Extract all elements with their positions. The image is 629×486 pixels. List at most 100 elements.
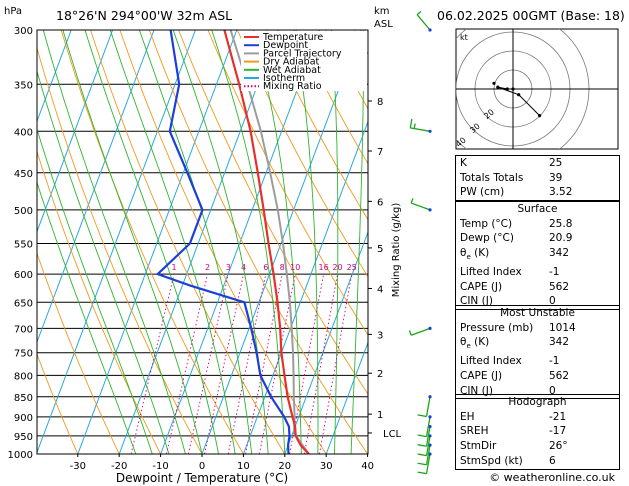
mu-lifted-index: Lifted Index -1 <box>460 355 560 368</box>
mu-pressure: Pressure (mb) 1014 <box>460 321 576 334</box>
wind-barb <box>408 326 432 336</box>
legend-label: Dry Adiabat <box>263 57 320 68</box>
hodograph-title: Hodograph <box>508 396 567 408</box>
barb-staff <box>425 453 431 474</box>
pressure-tick-label: 900 <box>14 413 33 424</box>
barb-staff <box>425 435 431 456</box>
wet-adiabat <box>37 127 153 454</box>
grid-layer: 1 2 3 4 6 8 10 16 20 25 <box>37 30 368 454</box>
mixing-ratio-label: 25 <box>347 263 357 272</box>
legend-item: Parcel Trajectory <box>244 48 342 59</box>
pressure-tick-label: 850 <box>14 393 33 404</box>
axes-layer: 3003504004505005506006507007508008509009… <box>8 26 402 472</box>
pressure-unit-label: hPa <box>4 6 22 17</box>
indices-table: K 25 Totals Totals 39 PW (cm) 3.52 <box>455 155 620 202</box>
hodograph-point <box>538 114 542 118</box>
pressure-tick-label: 550 <box>14 239 33 250</box>
index-row-totals: Totals Totals 39 <box>460 171 563 184</box>
barb-half-flag <box>410 198 414 204</box>
legend-item: Wet Adiabat <box>244 65 321 76</box>
surface-lifted-index: Lifted Index -1 <box>460 265 560 278</box>
mixing-ratio-label: 8 <box>280 263 285 272</box>
temperature-line <box>223 30 310 454</box>
legend-item: Dry Adiabat <box>244 57 320 68</box>
isotherm-line <box>37 30 72 123</box>
wet-adiabat <box>138 30 253 454</box>
barb-flag <box>417 414 427 418</box>
surface-cape: CAPE (J) 562 <box>460 280 570 293</box>
pressure-tick-label: 350 <box>14 80 33 91</box>
legend-label: Mixing Ratio <box>263 81 322 92</box>
wind-barb <box>417 415 432 438</box>
hodo-eh: EH -21 <box>460 410 567 423</box>
dry-adiabat <box>295 30 368 165</box>
wet-adiabat <box>37 180 137 454</box>
barb-staff <box>425 444 431 465</box>
barb-staff <box>416 14 431 31</box>
dry-adiabat <box>266 30 368 221</box>
hodo-stmspd: StmSpd (kt) 6 <box>460 454 556 467</box>
hodograph-unit-label: kt <box>460 33 468 42</box>
dry-adiabat <box>178 30 368 395</box>
wet-adiabat <box>37 69 170 454</box>
surface-dewp: Dewp (°C) 20.9 <box>460 232 573 245</box>
wet-adiabat <box>42 30 186 454</box>
pressure-tick-label: 600 <box>14 270 33 281</box>
pressure-tick-label: 500 <box>14 206 33 217</box>
mixing-ratio-axis-title: Mixing Ratio (g/kg) <box>391 203 402 298</box>
surface-theta-e: θe (K) 342 <box>460 247 570 262</box>
hodo-stmdir: StmDir 26° <box>460 440 568 453</box>
barb-half-flag <box>408 330 412 336</box>
profile-layer <box>156 30 310 454</box>
hodograph-point <box>517 93 521 97</box>
barb-staff <box>410 202 431 211</box>
barb-base-dot <box>428 424 432 429</box>
barb-staff <box>425 416 431 437</box>
pressure-tick-label: 650 <box>14 298 33 309</box>
dry-adiabat <box>236 30 368 278</box>
mixing-ratio-line <box>289 274 325 454</box>
dry-adiabat <box>37 46 203 454</box>
legend-label: Isotherm <box>263 73 305 84</box>
km-unit-label: km <box>374 6 390 17</box>
km-tick-label: 5 <box>377 244 383 255</box>
barb-base-dot <box>428 443 432 447</box>
mu-cin: CIN (J) 0 <box>460 384 556 397</box>
wet-adiabat <box>350 30 365 454</box>
mixing-ratio-label: 1 <box>171 263 176 272</box>
wind-barb <box>417 395 432 418</box>
mixing-ratio-line <box>166 274 208 454</box>
mixing-ratio-line <box>204 274 244 454</box>
legend-item: Temperature <box>244 32 323 43</box>
legend-label: Parcel Trajectory <box>263 48 342 59</box>
legend-label: Wet Adiabat <box>263 65 321 76</box>
copyright-footer[interactable]: © weatheronline.co.uk <box>489 471 615 484</box>
wind-barb <box>409 118 432 133</box>
wind-barb <box>417 424 432 447</box>
wind-barb <box>417 452 432 475</box>
barb-half-flag <box>416 10 422 16</box>
mixing-ratio-label: 4 <box>241 263 246 272</box>
surface-table: Surface Temp (°C) 25.8 Dewp (°C) 20.9 θe (… <box>455 201 620 311</box>
km-tick-label: 8 <box>377 97 383 108</box>
dry-adiabat <box>60 30 244 454</box>
barb-base-dot <box>428 434 432 438</box>
legend-item: Mixing Ratio <box>244 81 322 92</box>
wind-barb <box>417 434 432 457</box>
dry-adiabat <box>148 30 368 454</box>
wet-adiabat <box>330 30 339 454</box>
barb-staff <box>410 127 431 132</box>
isotherm-line <box>284 230 368 454</box>
pressure-tick-label: 950 <box>14 432 33 443</box>
x-tick-label: 0 <box>199 461 205 472</box>
legend-item: Dewpoint <box>244 40 308 51</box>
barb-flag <box>417 453 427 457</box>
most-unstable-table: Most Unstable Pressure (mb) 1014 θe (K) 34… <box>455 305 620 400</box>
isotherm-line <box>37 30 196 454</box>
hodo-sreh: SREH -17 <box>460 425 567 438</box>
barb-base-dot <box>428 28 432 32</box>
x-tick-label: 30 <box>320 461 333 472</box>
dry-adiabat <box>37 150 162 454</box>
barb-staff <box>425 426 431 447</box>
